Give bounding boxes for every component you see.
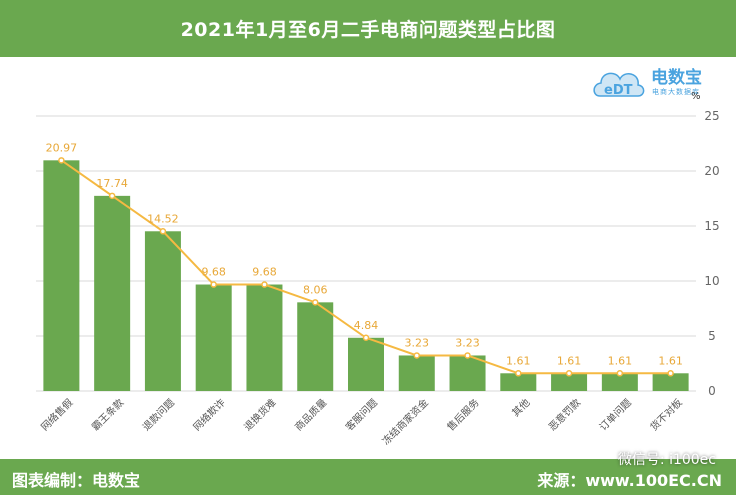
x-tick-label: 霸王条款 bbox=[89, 396, 126, 433]
data-label: 14.52 bbox=[147, 212, 179, 225]
logo-subtitle: 电商大数据库 bbox=[652, 88, 700, 96]
footer-credit: 图表编制：电数宝 bbox=[12, 471, 141, 490]
bar bbox=[246, 284, 283, 391]
bar bbox=[601, 373, 638, 391]
data-label: 9.68 bbox=[252, 266, 277, 279]
y-tick-label: 10 bbox=[704, 274, 719, 288]
data-label: 17.74 bbox=[96, 177, 128, 190]
x-tick-label: 网络售假 bbox=[38, 396, 75, 433]
x-tick-label: 订单问题 bbox=[596, 396, 633, 433]
y-tick-label: 20 bbox=[704, 164, 719, 178]
line-point bbox=[108, 192, 116, 200]
y-tick-label: 5 bbox=[708, 329, 716, 343]
x-tick-label: 冻结商家资金 bbox=[379, 396, 431, 448]
x-tick-label: 客服问题 bbox=[343, 396, 380, 433]
line-point bbox=[311, 299, 319, 306]
x-tick-label: 其他 bbox=[509, 396, 532, 419]
data-label: 20.97 bbox=[46, 141, 78, 154]
logo-mark: eDT bbox=[604, 83, 633, 98]
bar bbox=[43, 160, 80, 391]
footer-bar: 图表编制：电数宝 来源：www.100EC.CN bbox=[0, 459, 736, 495]
y-axis-unit: % bbox=[691, 91, 701, 102]
line-point bbox=[464, 352, 471, 359]
line-point bbox=[159, 228, 167, 235]
data-label: 1.61 bbox=[506, 354, 531, 367]
bar bbox=[500, 373, 537, 391]
data-label: 4.84 bbox=[354, 319, 379, 332]
logo-name: 电数宝 bbox=[651, 68, 702, 88]
bar bbox=[449, 355, 486, 391]
data-label: 9.68 bbox=[201, 266, 226, 279]
wechat-watermark: 微信号: i100ec bbox=[617, 452, 716, 468]
line-point bbox=[362, 334, 370, 342]
line-point bbox=[413, 352, 421, 359]
bar bbox=[94, 195, 131, 391]
bar bbox=[195, 284, 232, 391]
line-point bbox=[58, 157, 65, 164]
bar bbox=[144, 231, 181, 391]
x-tick-label: 退款问题 bbox=[140, 396, 177, 433]
line-point bbox=[261, 281, 268, 288]
bar bbox=[551, 373, 588, 391]
chart-title-bar: 2021年1月至6月二手电商问题类型占比图 bbox=[0, 0, 736, 57]
line-point bbox=[565, 370, 573, 377]
x-tick-label: 售后服务 bbox=[444, 396, 481, 433]
x-tick-label: 恶意罚款 bbox=[546, 396, 583, 433]
y-tick-label: 25 bbox=[704, 109, 719, 123]
bar bbox=[297, 302, 334, 391]
footer-source: 来源：www.100EC.CN bbox=[537, 471, 722, 490]
bar-line-chart: 0 5 10 15 20 25 20.97 17.74 14.52 9.68 9.68 8.06 4.8… bbox=[36, 109, 720, 448]
line-point bbox=[515, 370, 522, 377]
x-tick-label: 货不对板 bbox=[647, 396, 684, 433]
line-point bbox=[616, 370, 624, 377]
x-tick-label: 退换货难 bbox=[241, 396, 278, 433]
line-point bbox=[667, 370, 674, 377]
line-point bbox=[210, 281, 217, 288]
x-tick-label: 网络欺诈 bbox=[190, 396, 227, 433]
data-label: 1.61 bbox=[608, 354, 633, 367]
bar bbox=[348, 337, 384, 391]
data-label: 8.06 bbox=[303, 283, 328, 296]
data-label: 3.23 bbox=[405, 336, 430, 349]
y-tick-label: 0 bbox=[708, 384, 716, 398]
bar bbox=[398, 355, 435, 391]
chart-title: 2021年1月至6月二手电商问题类型占比图 bbox=[180, 19, 556, 41]
data-label: 1.61 bbox=[658, 354, 683, 367]
data-label: 1.61 bbox=[557, 354, 582, 367]
y-tick-label: 15 bbox=[704, 219, 719, 233]
edt-logo-icon: eDT bbox=[593, 72, 645, 98]
bar bbox=[652, 373, 689, 391]
data-label: 3.23 bbox=[455, 336, 480, 349]
x-tick-label: 商品质量 bbox=[292, 396, 329, 433]
